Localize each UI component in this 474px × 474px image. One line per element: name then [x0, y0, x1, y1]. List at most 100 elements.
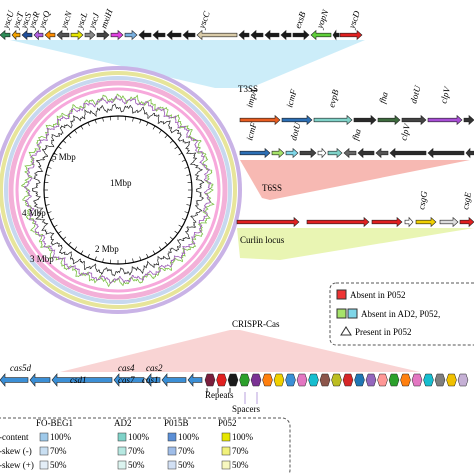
spacer-hex	[411, 373, 423, 387]
curlin-label: Curlin locus	[240, 235, 285, 245]
gene-arrow	[124, 29, 138, 41]
spacer-hex	[216, 373, 227, 387]
tick	[50, 159, 55, 162]
tick	[152, 125, 156, 130]
gene-arrow	[281, 114, 313, 126]
tick	[178, 224, 183, 228]
spacer-hex	[388, 373, 400, 387]
curlin-fan	[237, 228, 474, 260]
genome-tick-label: 2 Mbp	[95, 244, 119, 254]
tick	[68, 241, 72, 246]
tick	[53, 152, 58, 156]
legend-level: 70%	[128, 446, 145, 456]
gene-arrow	[182, 29, 196, 41]
legend-swatch	[39, 446, 49, 456]
gene-arrow	[415, 216, 437, 228]
legend-level: 100%	[50, 432, 72, 442]
tick	[132, 258, 134, 263]
legend-column-title: FO-BEG1	[36, 418, 73, 428]
gene-arrow	[339, 29, 363, 41]
gene-arrow	[96, 29, 110, 41]
gene-label: cas4	[118, 363, 135, 373]
spacer-hex	[204, 373, 216, 387]
tick	[87, 253, 90, 258]
tick	[62, 140, 67, 144]
gene-arrow	[310, 29, 332, 41]
legend-swatch	[117, 432, 127, 442]
legend-text: Absent in P052	[350, 290, 406, 300]
gene-arrow	[250, 29, 264, 41]
tick	[94, 119, 97, 124]
tick	[102, 117, 104, 122]
tick	[181, 218, 186, 221]
legend-level: 70%	[50, 446, 67, 456]
tick	[139, 256, 142, 261]
gene-arrow	[404, 216, 414, 228]
tick	[152, 250, 156, 255]
gene-label: yscQ	[36, 9, 52, 31]
gene-arrow	[264, 29, 280, 41]
circular-genome: 1Mbp 2 Mbp 3 Mbp 4 Mbp 5 Mbp	[0, 66, 242, 314]
gene-label: impA	[244, 87, 259, 108]
spacer-hex	[308, 373, 319, 387]
tick	[139, 119, 142, 124]
tick	[47, 166, 52, 169]
gene-label: csgG	[416, 190, 429, 210]
gene-arrow	[327, 147, 343, 159]
tick	[87, 122, 90, 127]
gene-arrow	[110, 29, 124, 41]
tick	[53, 224, 58, 228]
gene-label: yscL	[74, 11, 89, 31]
tick	[45, 174, 50, 176]
tick	[50, 218, 55, 221]
gene-arrow	[0, 29, 11, 41]
gene-label: icmF	[244, 121, 259, 142]
gene-arrow	[145, 373, 161, 387]
legend-level: 100%	[128, 432, 150, 442]
gene-label: clpV	[438, 85, 452, 105]
backbone	[43, 115, 193, 265]
gene-arrow	[357, 147, 375, 159]
gene-label: yscJ	[86, 11, 101, 31]
tick	[68, 134, 72, 139]
gene-label: clpV	[398, 122, 412, 142]
spacer-hex	[296, 373, 308, 387]
gene-arrow	[166, 29, 182, 41]
spacer-hex	[285, 373, 296, 387]
gene-arrow	[353, 114, 377, 126]
gene-label: icmF	[284, 88, 299, 109]
spacer-hex	[239, 373, 250, 387]
spacer-hex	[262, 373, 273, 387]
gene-arrow	[11, 29, 21, 41]
spacer-hex	[365, 373, 377, 387]
tick	[174, 230, 179, 234]
gene-arrow	[313, 114, 353, 126]
gene-label: cas2	[146, 363, 163, 373]
tick	[57, 230, 62, 234]
gene-arrow	[389, 147, 427, 159]
ring	[0, 66, 242, 314]
legend-column-title: P052	[218, 418, 237, 428]
genome-tick-label: 5 Mbp	[52, 152, 76, 162]
gene-arrow	[138, 29, 152, 41]
tick	[146, 122, 149, 127]
genome-tick-label: 4 Mbp	[22, 208, 46, 218]
spacer-hex	[319, 373, 331, 387]
spacers-label: Spacers	[232, 404, 260, 414]
tick	[164, 241, 168, 246]
legend-level: 70%	[178, 446, 195, 456]
tick	[74, 246, 78, 251]
ring	[0, 71, 237, 309]
gene-arrow	[29, 373, 51, 387]
gene-arrow	[427, 114, 463, 126]
tick	[57, 146, 62, 150]
tick	[174, 146, 179, 150]
legend-swatch	[221, 432, 231, 442]
gene-label: csd1	[70, 375, 87, 385]
gene-arrow	[439, 216, 459, 228]
tick	[158, 246, 162, 251]
gene-arrow	[292, 29, 310, 41]
ring-track	[24, 96, 212, 284]
gene-arrow	[343, 147, 357, 159]
